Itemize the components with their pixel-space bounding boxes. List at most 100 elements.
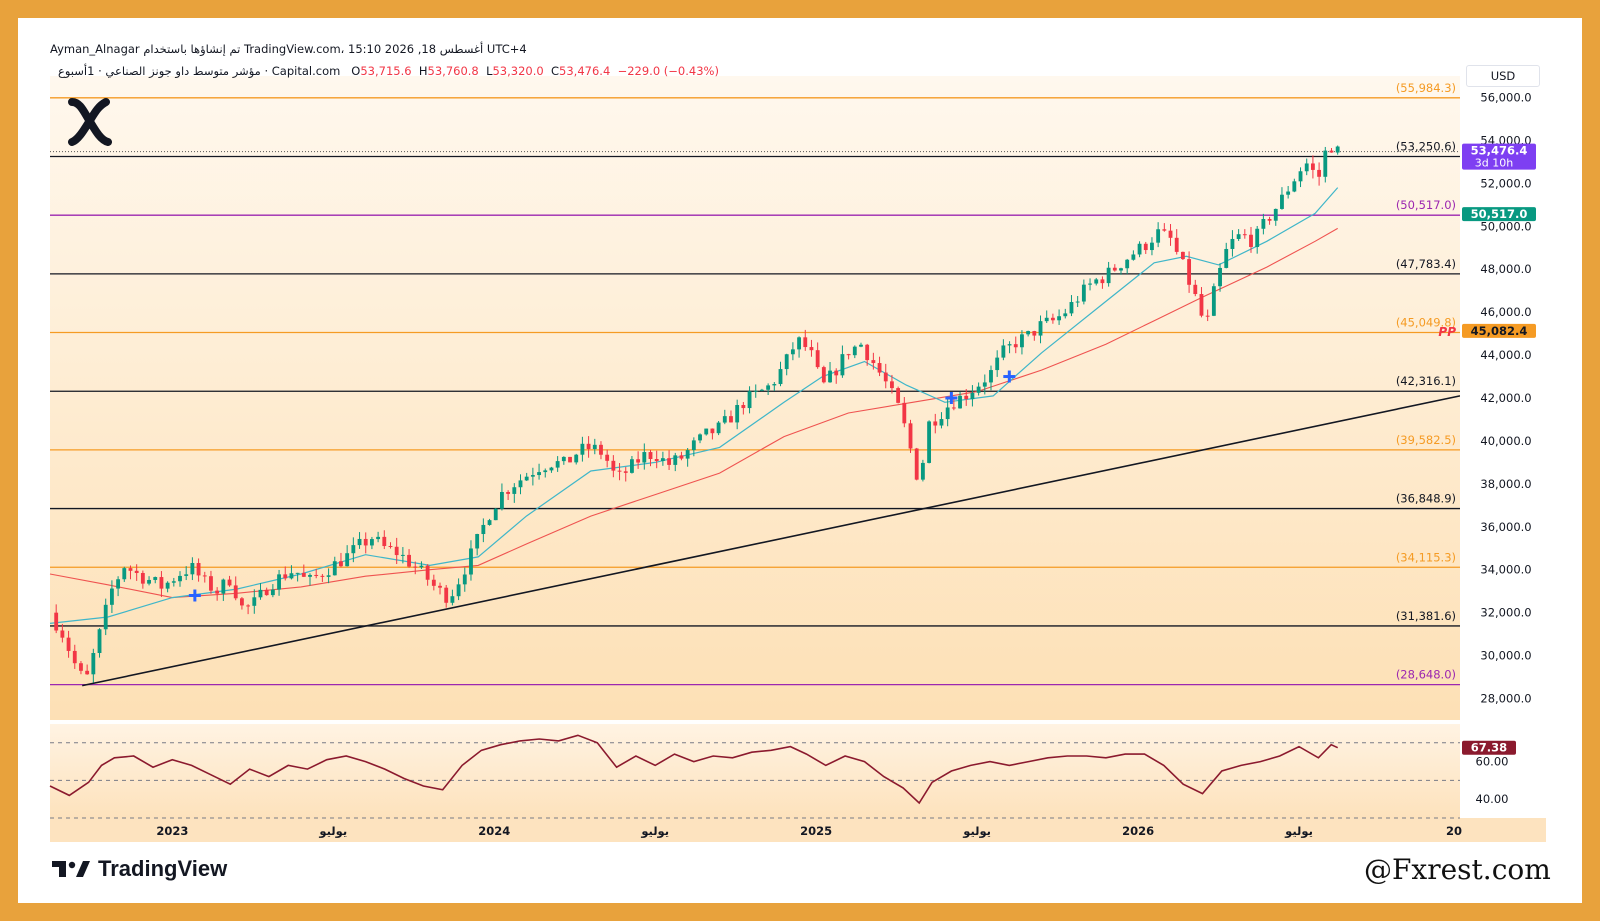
- candle[interactable]: [611, 455, 616, 478]
- candle[interactable]: [679, 451, 684, 461]
- candle[interactable]: [729, 410, 733, 423]
- candle[interactable]: [821, 365, 826, 384]
- candle[interactable]: [413, 561, 418, 575]
- candle[interactable]: [710, 428, 715, 440]
- candle[interactable]: [388, 542, 393, 549]
- candle[interactable]: [239, 596, 244, 610]
- candle[interactable]: [790, 342, 795, 361]
- candle[interactable]: [1094, 277, 1099, 286]
- candle[interactable]: [784, 353, 789, 376]
- candle[interactable]: [555, 456, 560, 472]
- candle[interactable]: [982, 374, 987, 395]
- candle[interactable]: [487, 518, 492, 526]
- candle[interactable]: [54, 604, 59, 634]
- candle[interactable]: [865, 343, 870, 366]
- candle[interactable]: [1255, 225, 1260, 254]
- candle[interactable]: [995, 350, 1000, 377]
- candle[interactable]: [264, 587, 269, 596]
- candle[interactable]: [846, 353, 851, 360]
- candle[interactable]: [834, 368, 839, 384]
- candle[interactable]: [419, 561, 424, 569]
- candle[interactable]: [976, 382, 981, 396]
- candle[interactable]: [221, 578, 226, 601]
- candle[interactable]: [196, 558, 201, 582]
- candle[interactable]: [1032, 330, 1037, 341]
- candle[interactable]: [190, 557, 195, 581]
- candle[interactable]: [450, 589, 455, 606]
- candle[interactable]: [1199, 287, 1204, 318]
- candle[interactable]: [159, 571, 164, 597]
- candle[interactable]: [431, 574, 436, 591]
- candle[interactable]: [116, 576, 121, 597]
- candle[interactable]: [685, 447, 690, 467]
- candle[interactable]: [109, 580, 114, 614]
- candle[interactable]: [852, 345, 857, 359]
- candle[interactable]: [215, 587, 220, 601]
- candle[interactable]: [295, 572, 300, 582]
- candle[interactable]: [1329, 148, 1334, 153]
- candle[interactable]: [772, 382, 777, 391]
- candle[interactable]: [673, 452, 678, 472]
- candle[interactable]: [481, 518, 486, 543]
- candle[interactable]: [1063, 308, 1068, 319]
- candle[interactable]: [1100, 276, 1105, 289]
- candle[interactable]: [1013, 336, 1018, 354]
- candle[interactable]: [283, 566, 288, 581]
- candle[interactable]: [753, 384, 758, 398]
- candle[interactable]: [1323, 146, 1328, 183]
- candle[interactable]: [345, 545, 350, 567]
- candle[interactable]: [209, 570, 213, 594]
- candle[interactable]: [617, 463, 622, 481]
- candle[interactable]: [469, 540, 473, 581]
- candle[interactable]: [1106, 261, 1111, 287]
- candle[interactable]: [543, 468, 548, 478]
- candle[interactable]: [258, 582, 263, 600]
- candle[interactable]: [184, 566, 189, 581]
- currency-button[interactable]: USD: [1466, 65, 1540, 87]
- candle[interactable]: [760, 388, 764, 392]
- candle[interactable]: [407, 549, 411, 568]
- candle[interactable]: [815, 342, 820, 369]
- candle[interactable]: [667, 450, 671, 470]
- candle[interactable]: [908, 419, 913, 453]
- candle[interactable]: [456, 578, 461, 601]
- candle[interactable]: [320, 573, 325, 582]
- candle[interactable]: [939, 412, 944, 429]
- candle[interactable]: [1236, 229, 1241, 241]
- candle[interactable]: [896, 386, 901, 404]
- candle[interactable]: [958, 391, 962, 409]
- candle[interactable]: [1335, 145, 1340, 155]
- candle[interactable]: [549, 466, 554, 473]
- price-scale[interactable]: [1460, 76, 1546, 720]
- rsi-scale[interactable]: [1460, 724, 1546, 818]
- candle[interactable]: [1292, 178, 1297, 193]
- candle[interactable]: [326, 568, 331, 584]
- candle[interactable]: [592, 438, 597, 455]
- candle[interactable]: [989, 365, 993, 391]
- candle[interactable]: [599, 441, 603, 460]
- candle[interactable]: [648, 449, 653, 467]
- candle[interactable]: [91, 648, 96, 683]
- candle[interactable]: [561, 456, 566, 465]
- candle[interactable]: [289, 565, 294, 580]
- candle[interactable]: [1298, 167, 1303, 188]
- chart-canvas[interactable]: (55,984.3) (53,250.6) (50,517.0) (47,783.4)…: [36, 36, 1564, 848]
- candle[interactable]: [1131, 250, 1136, 261]
- candle[interactable]: [1150, 237, 1154, 256]
- candle[interactable]: [530, 467, 535, 486]
- candle[interactable]: [500, 483, 504, 511]
- candle[interactable]: [382, 530, 387, 550]
- candle[interactable]: [654, 450, 659, 469]
- candle[interactable]: [60, 623, 65, 643]
- candle[interactable]: [642, 443, 647, 470]
- candle[interactable]: [883, 363, 888, 389]
- candle[interactable]: [506, 490, 511, 500]
- candle[interactable]: [1162, 223, 1167, 232]
- candle[interactable]: [580, 436, 585, 462]
- candle[interactable]: [233, 576, 238, 601]
- candle[interactable]: [1156, 222, 1161, 248]
- candle[interactable]: [927, 420, 932, 464]
- candle[interactable]: [246, 604, 251, 615]
- candle[interactable]: [698, 433, 702, 444]
- candle[interactable]: [1069, 295, 1074, 317]
